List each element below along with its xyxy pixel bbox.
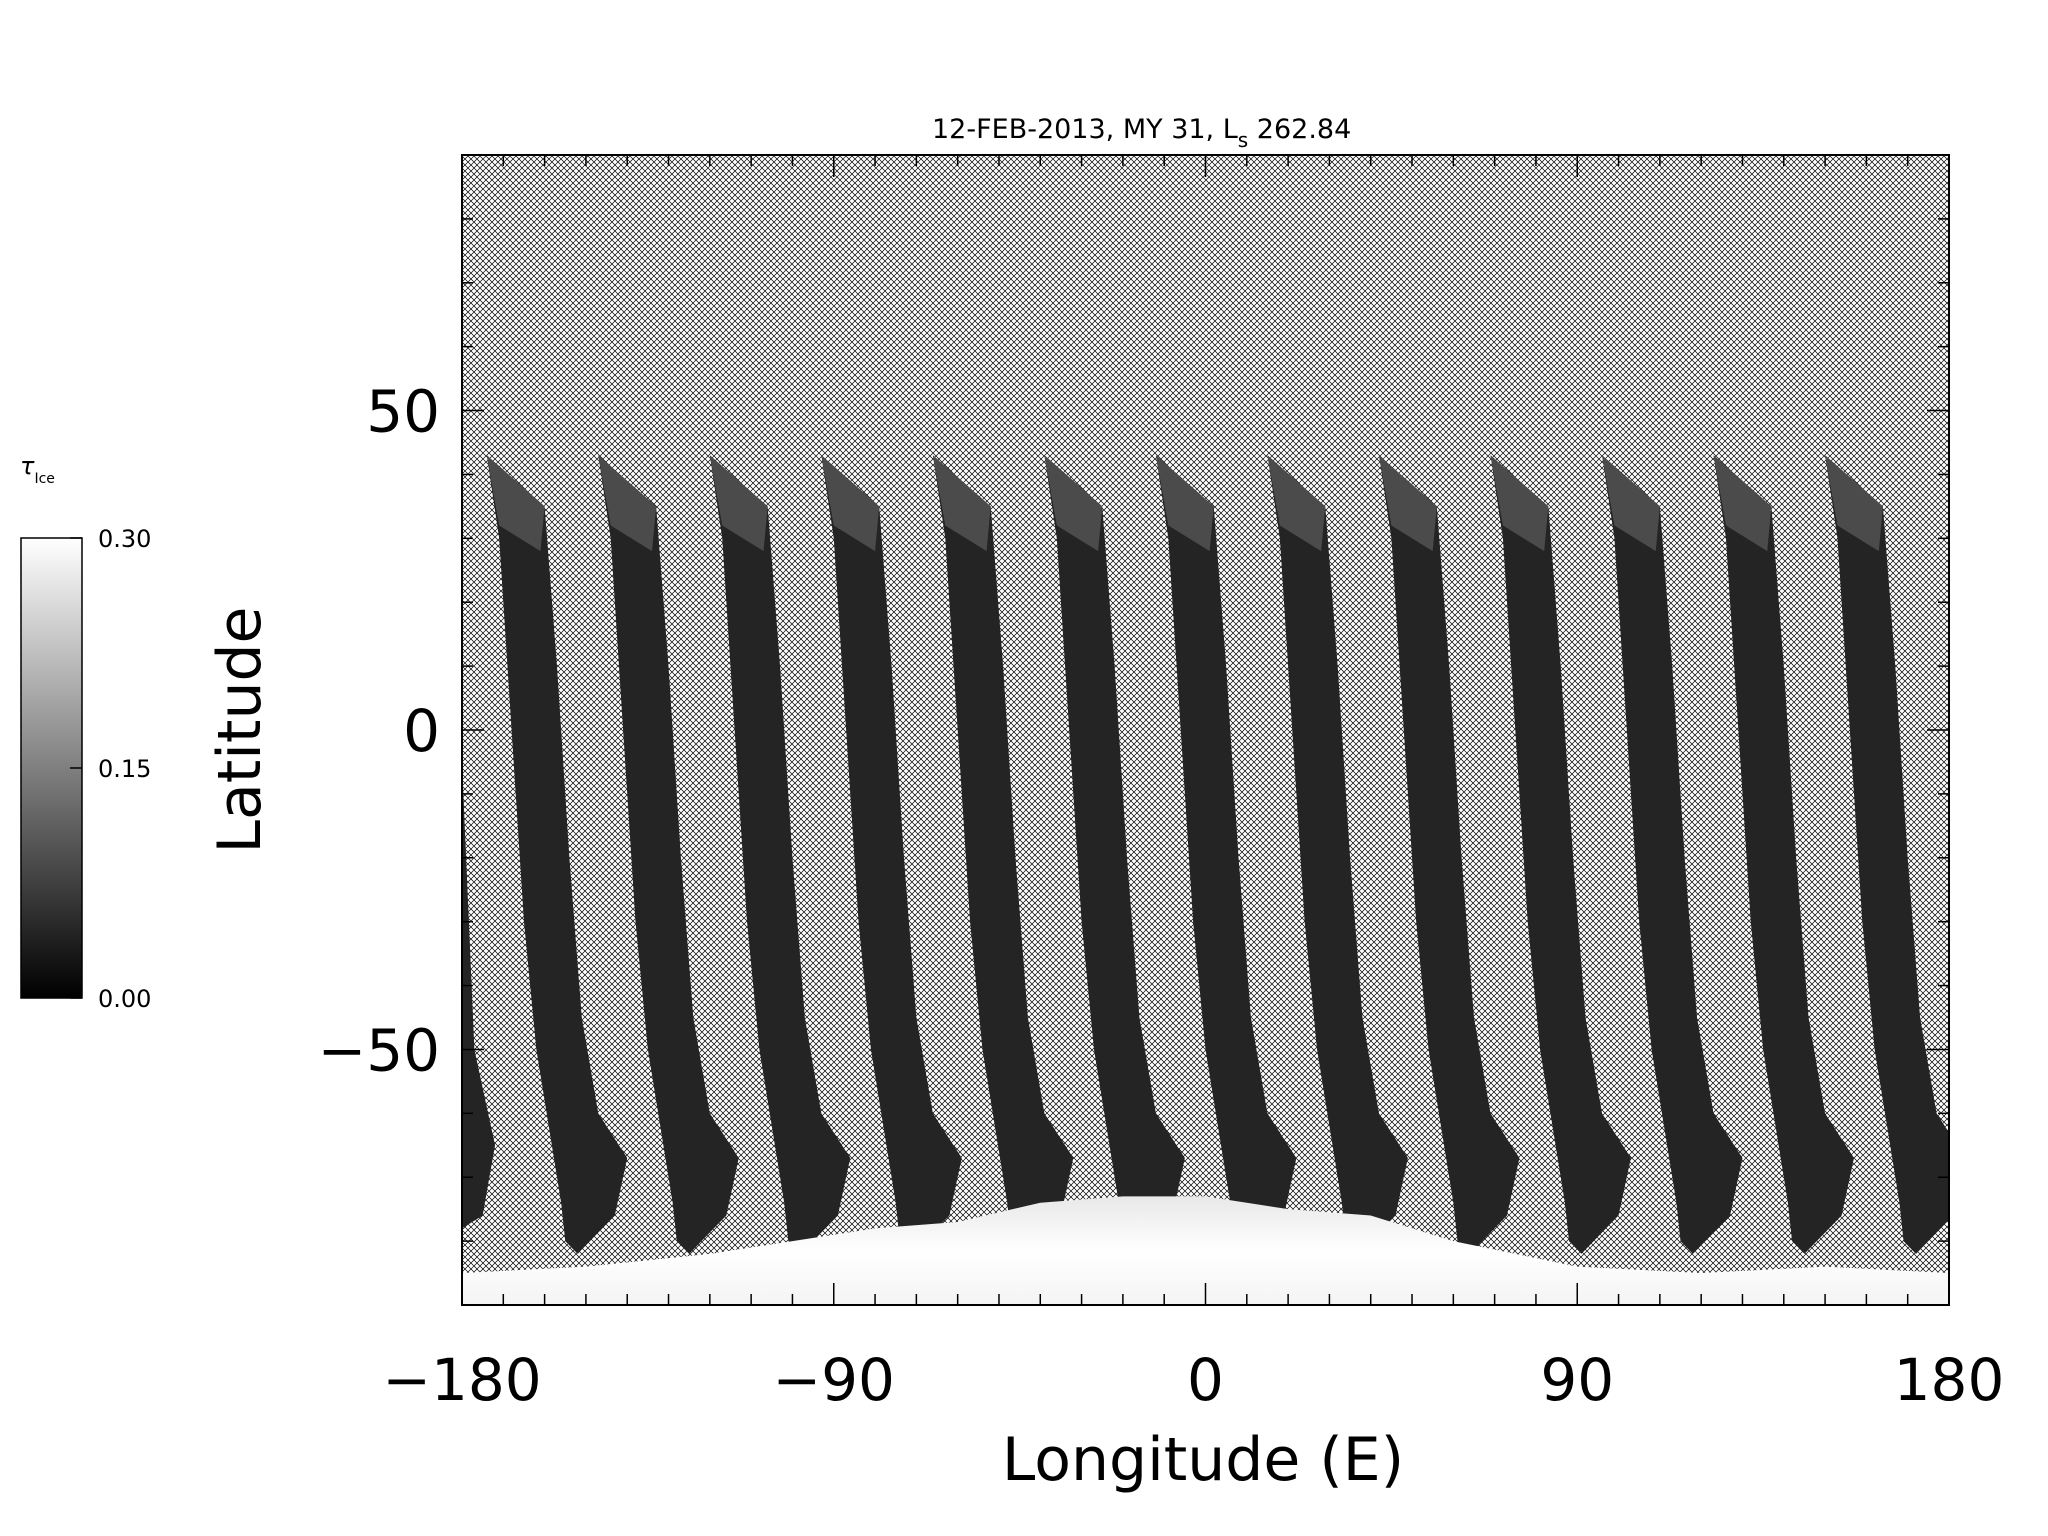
swath-6 [1044, 455, 1185, 1254]
swath-north-end-9 [1378, 455, 1437, 552]
colorbar-tick-label: 0.00 [98, 985, 151, 1013]
x-tick-label: 180 [1894, 1346, 2005, 1414]
south-polar-cap-region [462, 1196, 1949, 1305]
swath-north-end-5 [932, 455, 991, 552]
swath-north-end-2 [598, 455, 657, 552]
swath-5 [932, 455, 1074, 1254]
swath-north-end-10 [1490, 455, 1549, 552]
swath-7 [1155, 455, 1297, 1254]
colorbar-ticks: 0.00 0.15 0.30 [70, 525, 151, 1013]
axis-ticks [461, 154, 1950, 1306]
y-tick-label: −50 [318, 1016, 440, 1084]
swath-10 [1490, 455, 1631, 1254]
swath-north-end-12 [1713, 455, 1772, 552]
x-tick-label: −180 [382, 1346, 541, 1414]
y-tick-label: 0 [403, 697, 440, 765]
y-tick-labels: −50 0 50 [318, 378, 440, 1085]
plot-area [461, 154, 1950, 1306]
observation-swaths [462, 455, 1949, 1254]
swath-edge [462, 761, 496, 1229]
swath-8 [1267, 455, 1408, 1254]
y-tick-label: 50 [366, 378, 440, 446]
swath-north-end-8 [1267, 455, 1326, 552]
swath-3 [709, 455, 851, 1254]
x-tick-label: 90 [1540, 1346, 1614, 1414]
swath-11 [1602, 455, 1743, 1254]
south-polar-cap [462, 1196, 1949, 1305]
swath-13 [1825, 455, 1949, 1254]
chart-title: 12-FEB-2013, MY 31, Ls 262.84 [932, 114, 1351, 152]
swath-north-end-11 [1602, 455, 1660, 552]
swath-1 [486, 455, 628, 1254]
swath-north-end-13 [1825, 455, 1883, 552]
swath-north-end-1 [486, 455, 545, 552]
swath-9 [1378, 455, 1520, 1254]
colorbar-tick-label: 0.30 [98, 525, 151, 553]
swath-2 [598, 455, 739, 1254]
swath-north-end-6 [1044, 455, 1103, 552]
x-tick-label: 0 [1187, 1346, 1224, 1414]
colorbar-tick-label: 0.15 [98, 755, 151, 783]
colorbar-title: τIce [20, 452, 55, 487]
swath-north-end-4 [821, 455, 880, 552]
x-tick-labels: −180 −90 0 90 180 [382, 1346, 2004, 1414]
swath-4 [821, 455, 962, 1254]
swath-north-end-7 [1155, 455, 1214, 552]
x-tick-label: −90 [773, 1346, 895, 1414]
swath-12 [1713, 455, 1854, 1254]
swath-north-end-3 [709, 455, 768, 552]
colorbar: τIce 0.00 0.15 0.30 [20, 452, 151, 1013]
y-axis-label: Latitude [205, 607, 275, 854]
x-axis-label: Longitude (E) [1002, 1425, 1404, 1495]
